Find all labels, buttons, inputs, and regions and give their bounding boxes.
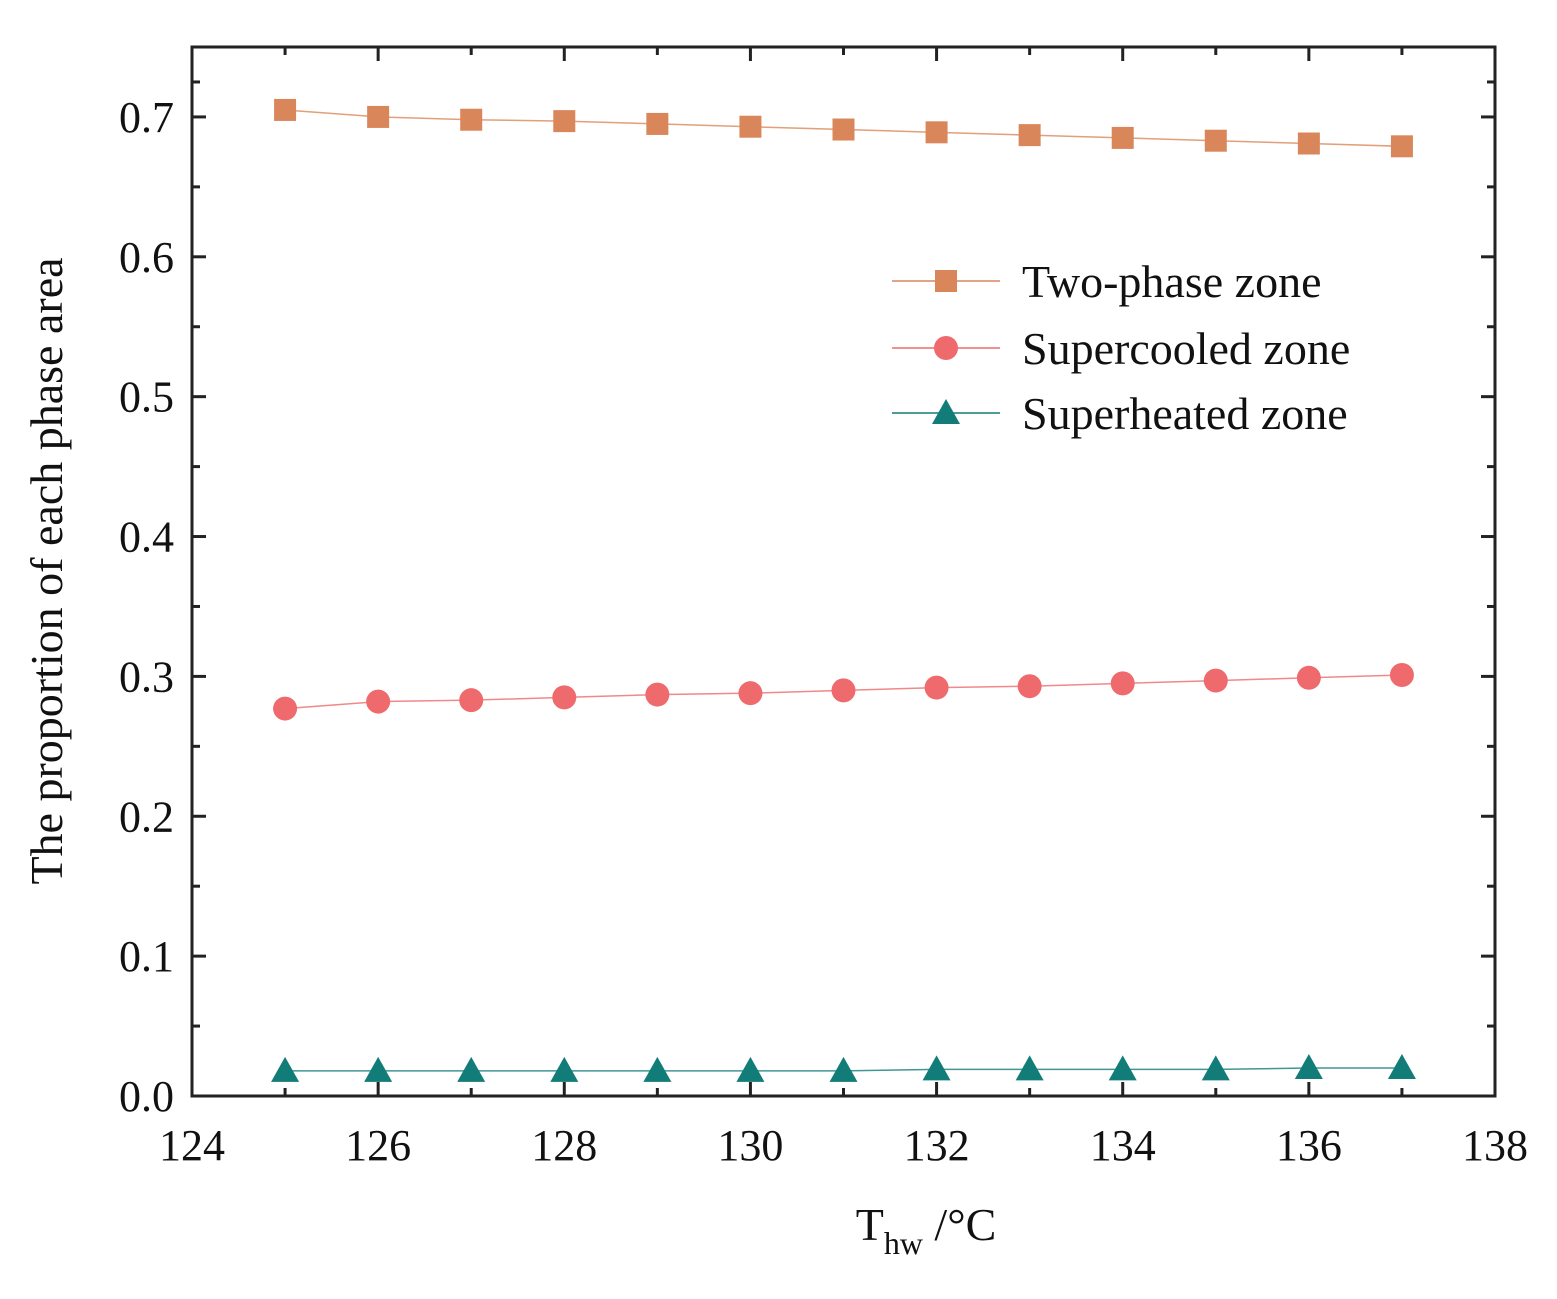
- x-tick-label: 128: [531, 1121, 597, 1170]
- data-point: [1296, 665, 1321, 690]
- y-tick-label: 0.1: [119, 932, 174, 981]
- y-tick-label: 0.5: [119, 373, 174, 422]
- data-point: [1389, 663, 1414, 688]
- y-tick-label: 0.3: [119, 652, 174, 701]
- y-tick-label: 0.6: [119, 233, 174, 282]
- data-point: [366, 689, 391, 714]
- data-point: [925, 121, 948, 144]
- y-tick-label: 0.0: [119, 1072, 174, 1121]
- y-tick-label: 0.2: [119, 792, 174, 841]
- x-tick-label: 136: [1276, 1121, 1342, 1170]
- data-point: [460, 108, 483, 131]
- x-axis-title-subscript: hw: [884, 1225, 923, 1261]
- data-point: [271, 1056, 300, 1082]
- data-point: [1390, 135, 1413, 158]
- data-point: [1111, 126, 1134, 149]
- legend-marker: [935, 270, 957, 292]
- series-circle: [273, 663, 1414, 721]
- data-point: [832, 118, 855, 141]
- data-point: [829, 1056, 858, 1082]
- data-point: [1294, 1054, 1323, 1080]
- data-point: [646, 112, 669, 135]
- y-tick-label: 0.4: [119, 513, 174, 562]
- x-axis-title-unit: /°C: [923, 1199, 996, 1250]
- legend-item: Two-phase zone: [892, 256, 1322, 307]
- data-point: [643, 1056, 672, 1082]
- data-point: [645, 682, 670, 707]
- x-tick-label: 134: [1090, 1121, 1156, 1170]
- data-point: [553, 110, 576, 133]
- data-point: [1297, 132, 1320, 155]
- y-axis-title: The proportion of each phase area: [21, 257, 72, 884]
- data-point: [1204, 129, 1227, 152]
- series-layer: [271, 98, 1416, 1082]
- y-tick-label: 0.7: [119, 93, 174, 142]
- data-point: [831, 678, 856, 703]
- data-point: [736, 1056, 765, 1082]
- data-point: [550, 1056, 579, 1082]
- ticks-layer: 124 126 128 130 132 134 136 138 0.0 0.1 0.2 0.3 0.4 0…: [119, 47, 1528, 1170]
- x-axis-title-main: T: [856, 1199, 884, 1250]
- x-tick-label: 124: [159, 1121, 225, 1170]
- data-point: [1110, 671, 1135, 696]
- data-point: [922, 1055, 951, 1081]
- legend-marker: [932, 399, 960, 424]
- legend-label: Superheated zone: [1022, 388, 1348, 439]
- legend-item: Supercooled zone: [892, 323, 1350, 374]
- x-tick-label: 130: [717, 1121, 783, 1170]
- x-tick-label: 138: [1462, 1121, 1528, 1170]
- data-point: [1015, 1055, 1044, 1081]
- legend-label: Supercooled zone: [1022, 323, 1350, 374]
- legend: Two-phase zone Supercooled zone Superheate…: [892, 256, 1350, 439]
- data-point: [1108, 1055, 1137, 1081]
- data-point: [738, 681, 763, 706]
- legend-label: Two-phase zone: [1022, 256, 1322, 307]
- data-point: [924, 675, 949, 700]
- data-point: [1387, 1054, 1416, 1080]
- series-triangle: [271, 1054, 1416, 1082]
- data-point: [1018, 124, 1041, 147]
- x-tick-label: 126: [345, 1121, 411, 1170]
- data-point: [457, 1056, 486, 1082]
- data-point: [1201, 1055, 1230, 1081]
- data-point: [1017, 674, 1042, 699]
- data-point: [739, 115, 762, 138]
- data-point: [364, 1056, 393, 1082]
- legend-marker: [934, 336, 958, 360]
- x-tick-label: 132: [904, 1121, 970, 1170]
- data-point: [1203, 668, 1228, 693]
- data-point: [273, 696, 298, 721]
- plot-frame: [190, 45, 1497, 1098]
- legend-item: Superheated zone: [892, 388, 1348, 439]
- data-point: [274, 98, 297, 121]
- x-axis-title: Thw /°C: [856, 1199, 997, 1261]
- data-point: [459, 688, 484, 713]
- data-point: [552, 685, 577, 710]
- data-point: [367, 105, 390, 128]
- series-square: [274, 98, 1413, 158]
